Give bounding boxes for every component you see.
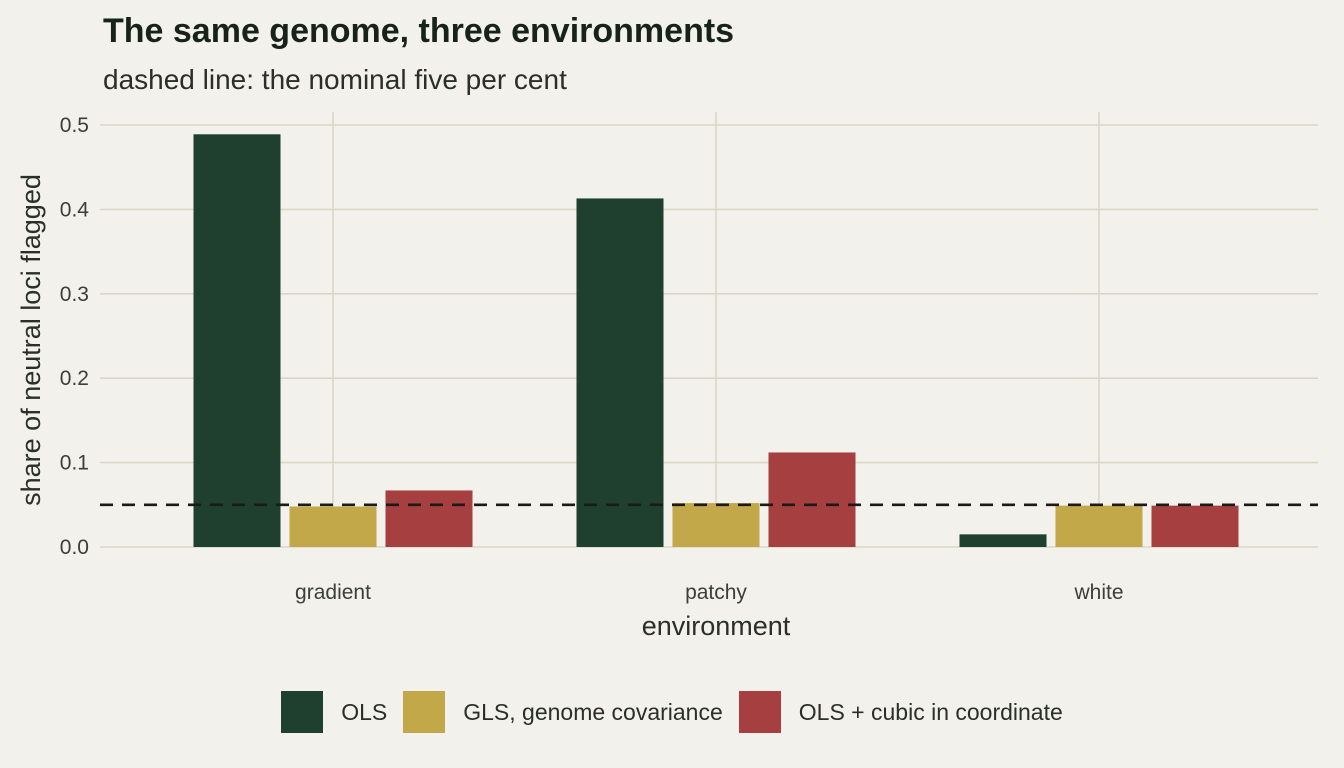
bar-white-1 <box>1055 505 1143 547</box>
legend: OLS GLS, genome covariance OLS + cubic in … <box>0 691 1344 733</box>
legend-item: OLS <box>281 691 387 733</box>
bar-gradient-1 <box>289 506 377 547</box>
y-axis-ticks: 0.0 0.1 0.2 0.3 0.4 0.5 <box>60 114 90 559</box>
bar-patchy-2 <box>768 452 856 547</box>
bar-patchy-0 <box>576 198 664 548</box>
x-tick-label: gradient <box>295 581 371 604</box>
x-tick-label: white <box>1073 581 1123 604</box>
x-tick-label: patchy <box>685 581 747 604</box>
chart-title: The same genome, three environments <box>103 12 735 50</box>
x-axis-title: environment <box>642 611 791 641</box>
bar-gradient-0 <box>193 134 281 547</box>
legend-item: GLS, genome covariance <box>403 691 723 733</box>
y-tick-label: 0.4 <box>60 198 90 221</box>
legend-swatch <box>281 691 324 733</box>
bar-patchy-1 <box>672 503 760 547</box>
legend-label: OLS <box>341 698 388 725</box>
y-tick-label: 0.5 <box>60 114 89 137</box>
grid-lines <box>100 112 1318 548</box>
y-axis-title: share of neutral loci flagged <box>16 174 46 506</box>
y-tick-label: 0.1 <box>60 452 89 475</box>
legend-swatch <box>738 691 781 733</box>
legend-item: OLS + cubic in coordinate <box>738 691 1063 733</box>
y-tick-label: 0.3 <box>60 283 89 306</box>
bar-gradient-2 <box>385 490 473 547</box>
bar-white-0 <box>959 534 1047 547</box>
y-tick-label: 0.2 <box>60 367 89 390</box>
y-tick-label: 0.0 <box>60 536 89 559</box>
legend-label: GLS, genome covariance <box>463 698 723 725</box>
legend-label: OLS + cubic in coordinate <box>798 698 1063 725</box>
x-axis-ticks: gradient patchy white <box>295 581 1123 604</box>
chart-subtitle: dashed line: the nominal five per cent <box>103 64 567 95</box>
bars <box>193 134 1239 548</box>
bar-white-2 <box>1151 505 1239 547</box>
legend-swatch <box>403 691 446 733</box>
